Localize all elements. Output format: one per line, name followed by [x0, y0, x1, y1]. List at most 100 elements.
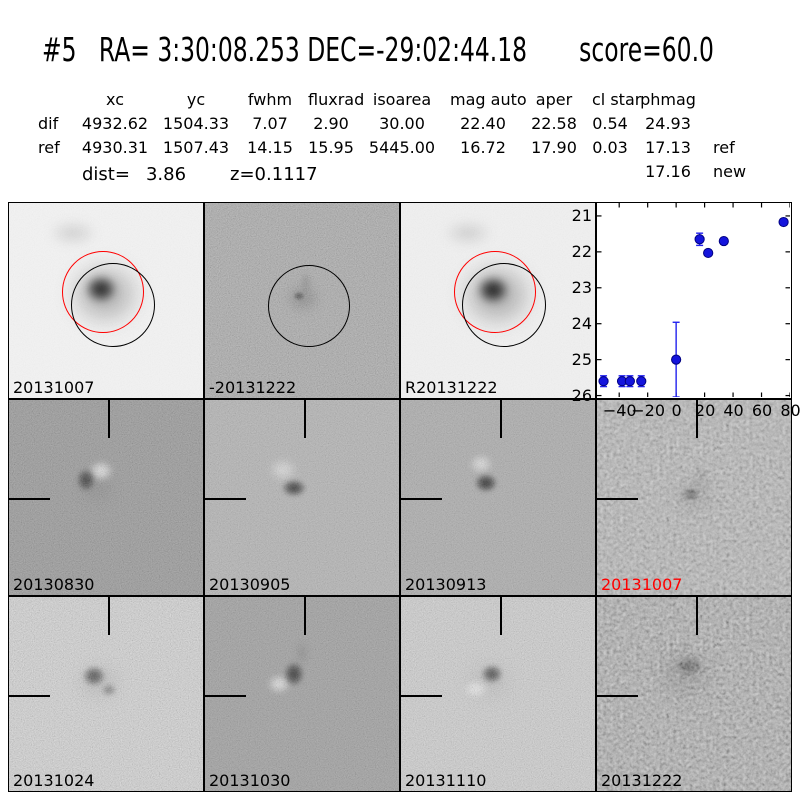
column-header-isoarea: isoarea	[372, 90, 432, 109]
y-tick-label: 26	[571, 386, 592, 406]
panel-label: 20131110	[405, 771, 487, 790]
column-header-xc: xc	[106, 90, 124, 109]
aperture-circle-black	[71, 263, 155, 347]
dist-value: 3.86	[145, 164, 187, 185]
cell-value: 4932.62	[81, 114, 149, 133]
light-curve-plot	[596, 202, 792, 399]
panel-label: -20131222	[209, 378, 297, 397]
table-header-row: xc yc fwhm fluxrad isoarea mag auto aper cl sta…	[30, 88, 768, 112]
cutout-panel-20130913: 20130913	[400, 399, 596, 596]
column-header-cl-star: cl star	[592, 90, 642, 109]
data-point	[694, 234, 705, 245]
cell-value: 14.15	[247, 138, 293, 157]
cell-value: 1504.33	[162, 114, 230, 133]
column-header-yc: yc	[186, 90, 206, 109]
title-text: #5 RA= 3:30:08.253 DEC=-29:02:44.18 scor…	[42, 30, 714, 69]
column-header-phmag: phmag	[640, 90, 696, 109]
y-tick-label: 23	[571, 278, 592, 298]
cutout-panel-20131024: 20131024	[8, 596, 204, 792]
y-tick-label: 25	[571, 350, 592, 370]
cutout-panel-20131030: 20131030	[204, 596, 400, 792]
cell-value	[516, 160, 592, 184]
noise-texture	[401, 400, 595, 595]
noise-texture	[9, 400, 203, 595]
cell-value: 5445.00	[368, 138, 436, 157]
crosshair-tick-horizontal	[401, 695, 442, 697]
panel-label: 20131007	[13, 378, 95, 397]
cell-value: 2.90	[313, 114, 349, 133]
crosshair-tick-vertical	[500, 400, 502, 438]
cutout-panel-m20131222: -20131222	[204, 202, 400, 399]
row-label-header	[30, 88, 70, 112]
column-header-mag-auto: mag auto	[450, 90, 527, 109]
crosshair-tick-vertical	[696, 400, 698, 438]
cell-value: 17.13	[645, 138, 691, 157]
crosshair-tick-horizontal	[597, 498, 638, 500]
cell-value: 0.54	[592, 114, 628, 133]
crosshair-tick-vertical	[304, 597, 306, 635]
crosshair-tick-vertical	[500, 597, 502, 635]
y-tick-label: 22	[571, 242, 592, 262]
cell-value	[592, 160, 628, 184]
y-tick-label: 24	[571, 314, 592, 334]
cell-value: 15.95	[308, 138, 354, 157]
redshift-value: z=0.1117	[230, 164, 318, 185]
panel-label: 20131024	[13, 771, 95, 790]
dist-label: dist=	[82, 164, 130, 185]
data-point	[598, 376, 609, 387]
crosshair-tick-vertical	[108, 400, 110, 438]
aperture-circle-black	[268, 265, 350, 347]
cell-value	[354, 160, 450, 184]
data-point	[718, 235, 729, 247]
data-point	[671, 354, 682, 365]
column-header-fluxrad: fluxrad	[308, 90, 365, 109]
cell-suffix: ref	[713, 138, 735, 157]
dist-redshift-line: dist= 3.86 z=0.1117	[82, 164, 318, 185]
crosshair-tick-horizontal	[205, 498, 246, 500]
crosshair-tick-horizontal	[205, 695, 246, 697]
cutout-panel-20131007: 20131007	[596, 399, 792, 596]
cutout-panel-20131222: 20131222	[596, 596, 792, 792]
table-row-dif: dif 4932.62 1504.33 7.07 2.90 30.00 22.40 22.58…	[30, 112, 768, 136]
x-tick-label: 80	[780, 401, 800, 420]
panel-label: 20130913	[405, 575, 487, 594]
crosshair-tick-vertical	[696, 597, 698, 635]
cell-value: 24.93	[645, 114, 691, 133]
data-point	[778, 216, 789, 228]
cell-suffix	[708, 112, 768, 136]
crosshair-tick-horizontal	[597, 695, 638, 697]
noise-texture	[597, 597, 791, 791]
cell-value: 0.03	[592, 138, 628, 157]
cell-value: 4930.31	[81, 138, 149, 157]
cutout-panel-20130905: 20130905	[204, 399, 400, 596]
cell-value	[450, 160, 516, 184]
panel-label: 20131007	[601, 575, 683, 594]
cell-value: 1507.43	[162, 138, 230, 157]
crosshair-tick-horizontal	[9, 498, 50, 500]
data-point	[636, 376, 647, 387]
panel-label: 20131222	[601, 771, 683, 790]
cell-value: 30.00	[379, 114, 425, 133]
crosshair-tick-horizontal	[9, 695, 50, 697]
panel-label: 20130830	[13, 575, 95, 594]
cell-value: 7.07	[252, 114, 288, 133]
crosshair-tick-horizontal	[401, 498, 442, 500]
cell-value: 16.72	[460, 138, 506, 157]
panel-label: R20131222	[405, 378, 498, 397]
row-label: ref	[38, 138, 60, 157]
suffix-header	[708, 88, 768, 112]
crosshair-tick-vertical	[304, 400, 306, 438]
x-tick-label: −20	[631, 401, 666, 420]
cutout-panel-R20131222: R20131222	[400, 202, 596, 399]
noise-texture	[401, 597, 595, 791]
aperture-circle-black	[462, 263, 546, 347]
x-tick-label: −40	[602, 401, 637, 420]
crosshair-tick-vertical	[108, 597, 110, 635]
cell-value: 22.58	[531, 114, 577, 133]
table-row-extra: 17.16 new	[30, 160, 768, 184]
cutout-panel-20131007: 20131007	[8, 202, 204, 399]
cutout-panel-20130830: 20130830	[8, 399, 204, 596]
row-label	[30, 160, 70, 184]
noise-texture	[205, 597, 399, 791]
